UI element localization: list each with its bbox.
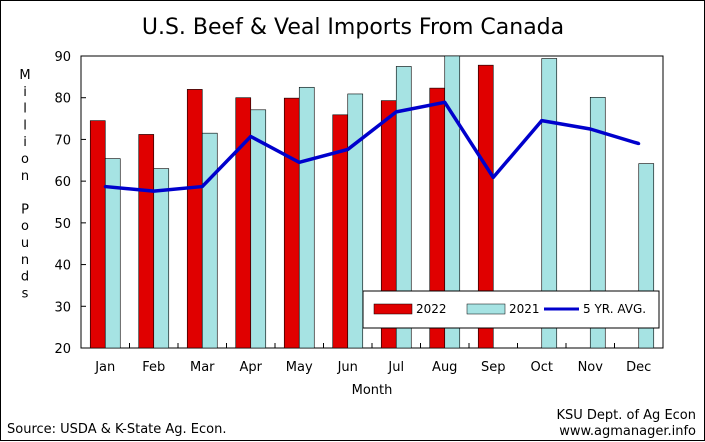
bar-2021-may xyxy=(298,86,315,349)
y-axis-title-char: n xyxy=(21,169,29,184)
y-tick-label: 60 xyxy=(54,175,71,190)
y-tick-label: 40 xyxy=(54,259,71,274)
bar-2022-jan xyxy=(89,120,106,349)
bars-layer xyxy=(89,55,655,349)
bar-2022-feb xyxy=(138,134,155,349)
y-tick-label: 90 xyxy=(54,50,71,65)
avg-point-oct xyxy=(540,119,544,123)
chart-title: U.S. Beef & Veal Imports From Canada xyxy=(142,15,564,40)
bar-2022-sep xyxy=(477,64,494,349)
y-axis-title-char: o xyxy=(21,152,29,167)
x-tick-label: Jun xyxy=(337,360,358,375)
avg-point-sep xyxy=(491,175,495,179)
bar-2021-feb xyxy=(153,168,170,349)
y-axis-title-char: M xyxy=(19,68,30,83)
avg-line xyxy=(105,100,640,193)
bar-2022-mar xyxy=(186,89,203,349)
y-axis-title-char: o xyxy=(21,219,29,234)
legend-box xyxy=(362,290,660,329)
x-tick-label: Feb xyxy=(142,360,165,375)
x-tick-label: Jul xyxy=(387,360,404,375)
avg-point-may xyxy=(297,160,301,164)
avg-point-jan xyxy=(103,185,107,189)
y-axis-title-char: i xyxy=(23,85,27,100)
bar-2022-may xyxy=(283,97,300,349)
legend-label-avg: 5 YR. AVG. xyxy=(583,302,646,316)
legend: 2022 2021 5 YR. AVG. xyxy=(362,290,660,329)
y-tick-label: 70 xyxy=(54,133,71,148)
bar-2021-mar xyxy=(201,132,218,349)
bar-2021-apr xyxy=(250,109,267,349)
avg-point-aug xyxy=(443,100,447,104)
x-tick-label: Dec xyxy=(626,360,651,375)
source-note: Source: USDA & K-State Ag. Econ. xyxy=(7,422,227,437)
bar-2022-apr xyxy=(235,97,252,349)
bar-2021-oct xyxy=(541,58,558,349)
y-tick-label: 80 xyxy=(54,92,71,107)
y-axis-title-char: s xyxy=(22,286,29,301)
x-tick-label: May xyxy=(286,360,313,375)
y-axis-title-char: l xyxy=(23,102,27,117)
x-tick-label: Nov xyxy=(578,360,604,375)
legend-label-2021: 2021 xyxy=(509,302,540,316)
bar-2021-jul xyxy=(395,66,412,349)
avg-point-jul xyxy=(394,110,398,114)
bar-2021-jun xyxy=(347,93,364,349)
avg-point-mar xyxy=(200,185,204,189)
y-tick-label: 30 xyxy=(54,300,71,315)
y-axis-title-char: l xyxy=(23,118,27,133)
y-axis-title-char: i xyxy=(23,135,27,150)
legend-swatch-2021 xyxy=(466,303,506,315)
x-tick-label: Apr xyxy=(240,360,263,375)
x-tick-label: Oct xyxy=(531,360,553,375)
credit-line-2: www.agmanager.info xyxy=(559,424,696,439)
x-tick-label: Sep xyxy=(481,360,506,375)
legend-label-2022: 2022 xyxy=(416,302,447,316)
y-axis-title-char: P xyxy=(21,202,29,217)
y-axis-title-char: d xyxy=(21,270,29,285)
y-axis: 20 30 40 50 60 70 80 90 xyxy=(54,50,86,357)
x-tick-label: Mar xyxy=(190,360,215,375)
avg-point-dec xyxy=(637,142,641,146)
avg-point-jun xyxy=(346,147,350,151)
legend-swatch-2022 xyxy=(373,303,413,315)
credit-line-1: KSU Dept. of Ag Econ xyxy=(556,408,696,423)
bar-2021-nov xyxy=(589,96,606,349)
avg-line-layer xyxy=(103,100,641,193)
y-axis-title-char: n xyxy=(21,253,29,268)
x-tick-label: Aug xyxy=(432,360,457,375)
x-tick-label: Jan xyxy=(94,360,115,375)
y-tick-label: 20 xyxy=(54,342,71,357)
x-axis: Jan Feb Mar Apr May Jun Jul Aug Sep Oct Nov Dec xyxy=(94,343,651,375)
bar-2021-aug xyxy=(444,55,461,349)
y-tick-label: 50 xyxy=(54,217,71,232)
avg-point-nov xyxy=(588,127,592,131)
bar-2021-jan xyxy=(104,158,121,349)
y-axis-title-char: u xyxy=(21,236,29,251)
avg-point-apr xyxy=(249,135,253,139)
x-axis-title: Month xyxy=(352,383,393,398)
avg-point-feb xyxy=(152,189,156,193)
